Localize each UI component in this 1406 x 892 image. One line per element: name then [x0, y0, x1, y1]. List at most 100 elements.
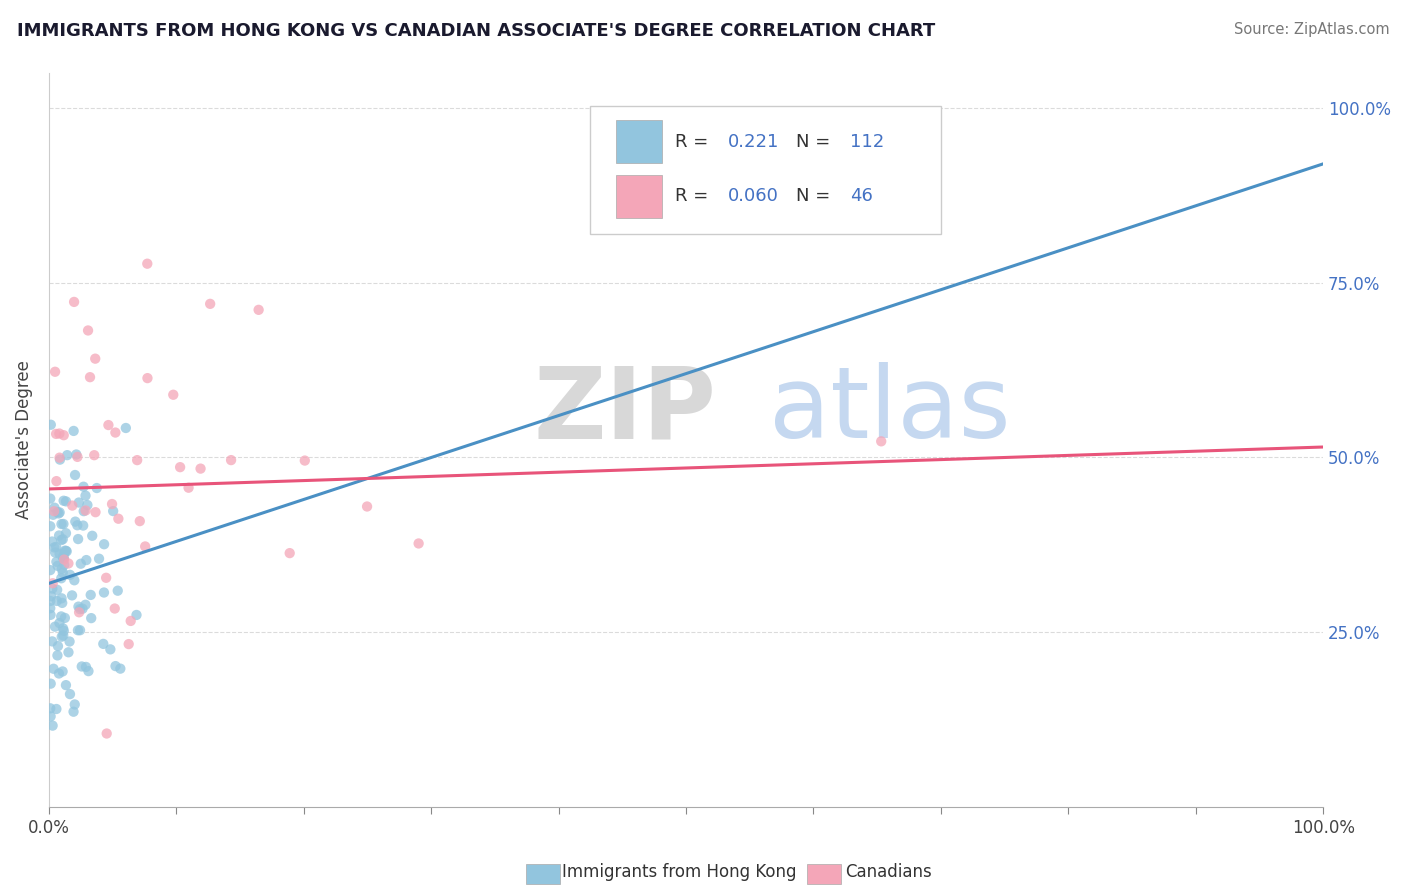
Point: [86, 481, 108, 495]
Text: IMMIGRANTS FROM HONG KONG VS CANADIAN ASSOCIATE'S DEGREE CORRELATION CHART: IMMIGRANTS FROM HONG KONG VS CANADIAN AS…: [17, 22, 935, 40]
Point: [58, 557, 80, 571]
Point: [136, 257, 159, 271]
Point: [101, 504, 124, 518]
Point: [75, 553, 97, 567]
Point: [42, 576, 65, 591]
Point: [67, 495, 90, 509]
Point: [39, 607, 62, 622]
Point: [73, 504, 96, 518]
Point: [66, 450, 89, 464]
Point: [62, 424, 84, 438]
Point: [58, 634, 80, 648]
Point: [94, 571, 117, 585]
Point: [75, 660, 97, 674]
FancyBboxPatch shape: [616, 175, 662, 218]
Point: [42, 508, 65, 522]
Point: [51, 591, 73, 606]
Text: N =: N =: [796, 187, 835, 205]
Point: [45, 474, 67, 488]
Point: [63, 698, 86, 712]
Point: [72, 518, 94, 533]
Text: ZIP: ZIP: [533, 362, 716, 459]
Point: [97, 418, 120, 433]
Point: [69, 602, 91, 616]
FancyBboxPatch shape: [591, 106, 941, 235]
Point: [115, 421, 138, 435]
Point: [52, 493, 75, 508]
Point: [52, 428, 75, 442]
Point: [56, 448, 79, 462]
Point: [870, 434, 893, 449]
Point: [91, 637, 114, 651]
Point: [55, 544, 77, 558]
Point: [104, 425, 127, 440]
Point: [75, 598, 97, 612]
Point: [60, 499, 83, 513]
Point: [48, 547, 70, 561]
Y-axis label: Associate's Degree: Associate's Degree: [15, 360, 32, 519]
Point: [65, 448, 87, 462]
Point: [53, 543, 76, 558]
Point: [136, 371, 159, 385]
Point: [46, 639, 69, 653]
Point: [41, 718, 63, 732]
Point: [169, 460, 191, 475]
Point: [55, 544, 77, 558]
Point: [107, 583, 129, 598]
Point: [127, 453, 149, 467]
Point: [55, 678, 77, 692]
Point: [128, 514, 150, 528]
Point: [93, 537, 115, 551]
Point: [51, 609, 73, 624]
Point: [110, 662, 132, 676]
Point: [72, 480, 94, 494]
Point: [66, 518, 89, 533]
Point: [76, 498, 98, 512]
Point: [219, 453, 242, 467]
Point: [58, 645, 80, 659]
Point: [63, 574, 86, 588]
Point: [45, 702, 67, 716]
Point: [104, 659, 127, 673]
Point: [39, 563, 62, 577]
Point: [48, 615, 70, 630]
Text: Immigrants from Hong Kong: Immigrants from Hong Kong: [562, 863, 797, 881]
Point: [46, 582, 69, 597]
Point: [93, 585, 115, 599]
Point: [70, 659, 93, 673]
Point: [87, 551, 110, 566]
Point: [46, 648, 69, 663]
Point: [45, 540, 67, 554]
Point: [51, 571, 73, 585]
Text: R =: R =: [675, 133, 714, 151]
Point: [39, 709, 62, 723]
Point: [59, 687, 82, 701]
Point: [46, 558, 69, 573]
Point: [48, 505, 70, 519]
Point: [41, 634, 63, 648]
Point: [53, 611, 76, 625]
Point: [44, 541, 66, 555]
Point: [52, 550, 75, 565]
Point: [55, 494, 77, 508]
Point: [356, 500, 378, 514]
Point: [120, 614, 142, 628]
Point: [51, 630, 73, 644]
Text: R =: R =: [675, 187, 714, 205]
Point: [52, 624, 75, 638]
Point: [53, 546, 76, 560]
Point: [48, 528, 70, 542]
Point: [66, 624, 89, 638]
Point: [247, 302, 270, 317]
Point: [96, 726, 118, 740]
Point: [84, 351, 107, 366]
Point: [69, 624, 91, 638]
Point: [63, 294, 86, 309]
Point: [39, 676, 62, 690]
Point: [53, 552, 76, 566]
Point: [53, 558, 76, 572]
Point: [75, 489, 97, 503]
Point: [162, 388, 184, 402]
Point: [51, 562, 73, 576]
Point: [52, 533, 75, 547]
